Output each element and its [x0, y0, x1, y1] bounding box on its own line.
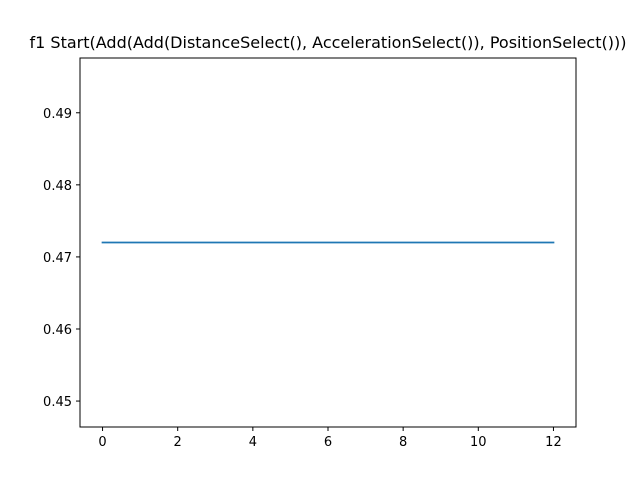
x-tick-label: 6	[324, 435, 332, 450]
x-tick-label: 0	[98, 435, 106, 450]
y-tick-label: 0.46	[43, 323, 72, 338]
y-tick-label: 0.49	[43, 107, 72, 122]
x-tick-label: 12	[545, 435, 562, 450]
y-tick-label: 0.45	[43, 395, 72, 410]
x-axis: 0 2 4 6 8 10 12	[98, 427, 562, 450]
plot-area-frame	[79, 57, 577, 428]
x-tick-label: 2	[174, 435, 182, 450]
y-axis: 0.45 0.46 0.47 0.48 0.49	[43, 107, 80, 410]
x-tick-label: 10	[470, 435, 487, 450]
y-tick-label: 0.48	[43, 179, 72, 194]
y-tick-label: 0.47	[43, 251, 72, 266]
chart-title: f1 Start(Add(Add(DistanceSelect(), Accel…	[30, 33, 627, 52]
x-tick-label: 4	[249, 435, 257, 450]
x-tick-label: 8	[399, 435, 407, 450]
